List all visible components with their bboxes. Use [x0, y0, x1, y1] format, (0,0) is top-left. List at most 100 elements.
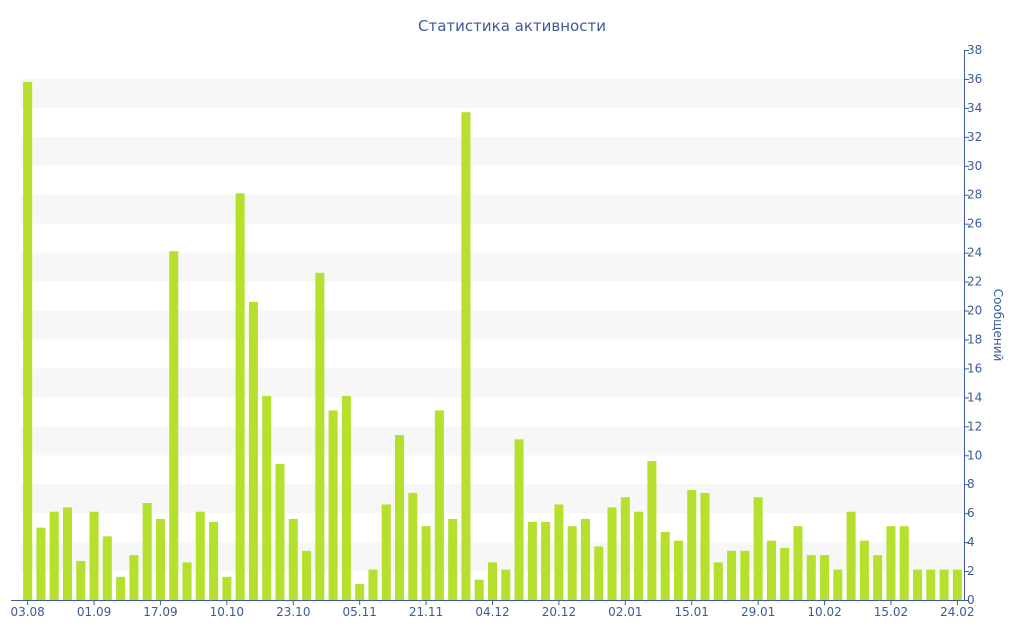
bar: [448, 518, 458, 600]
y-tick-label: 10: [967, 448, 982, 462]
bar: [766, 540, 776, 600]
bar: [780, 547, 790, 600]
bar: [434, 410, 444, 600]
bar: [408, 492, 418, 600]
y-axis-title: Сообщений: [991, 289, 1005, 362]
bar: [23, 81, 33, 600]
bar: [952, 569, 962, 600]
bar: [182, 562, 192, 600]
bar: [727, 550, 737, 600]
bar: [820, 555, 830, 600]
bar: [580, 518, 590, 600]
bar: [673, 540, 683, 600]
x-tick-label: 04.12: [475, 605, 509, 619]
bar: [541, 521, 551, 600]
bar: [620, 497, 630, 600]
bar: [607, 507, 617, 600]
bar: [302, 550, 312, 600]
grid-band: [21, 78, 964, 108]
bar: [713, 562, 723, 600]
bar: [262, 395, 272, 600]
bar: [833, 569, 843, 600]
bar: [209, 521, 219, 600]
bar: [142, 503, 152, 600]
bar: [846, 511, 856, 600]
grid-band: [21, 252, 964, 282]
x-tick-label: 15.02: [874, 605, 908, 619]
bar: [514, 439, 524, 600]
bar: [169, 251, 179, 600]
bar: [567, 526, 577, 600]
bar: [395, 435, 405, 600]
grid-band: [21, 194, 964, 224]
bar: [806, 555, 816, 600]
y-tick-label: 28: [967, 188, 982, 202]
x-tick-label: 17.09: [143, 605, 177, 619]
x-tick-label: 20.12: [542, 605, 576, 619]
y-tick-label: 36: [967, 72, 982, 86]
grid-band: [21, 136, 964, 166]
y-tick-label: 24: [967, 246, 982, 260]
bar: [195, 511, 205, 600]
y-tick-label: 14: [967, 390, 982, 404]
x-axis-ticks: 03.08 01.09 17.09 10.10 23.10 05.11 21.11 04.12…: [10, 600, 975, 619]
bar: [381, 504, 391, 600]
bar: [49, 511, 59, 600]
y-tick-label: 6: [967, 506, 975, 520]
x-tick-label: 05.11: [343, 605, 377, 619]
x-tick-label: 29.01: [741, 605, 775, 619]
bar: [873, 555, 883, 600]
bar: [222, 576, 232, 600]
bar: [315, 272, 325, 600]
grid-band: [21, 426, 964, 456]
y-tick-label: 30: [967, 159, 982, 173]
x-tick-label: 24.02: [940, 605, 974, 619]
bar: [76, 560, 86, 600]
y-tick-label: 34: [967, 101, 982, 115]
bar: [89, 511, 99, 600]
bar: [235, 193, 245, 600]
x-tick-label: 10.02: [807, 605, 841, 619]
bar: [368, 569, 378, 600]
y-tick-label: 0: [967, 593, 975, 607]
bar: [461, 112, 471, 600]
x-tick-label: 01.09: [77, 605, 111, 619]
bar: [660, 531, 670, 600]
bar: [341, 395, 351, 600]
bar: [793, 526, 803, 600]
x-tick-label: 02.01: [608, 605, 642, 619]
y-tick-label: 8: [967, 477, 975, 491]
bar: [886, 526, 896, 600]
bar: [248, 301, 258, 600]
bar: [687, 490, 697, 600]
x-tick-label: 23.10: [276, 605, 310, 619]
bar: [554, 504, 564, 600]
bar: [753, 497, 763, 600]
axes: [11, 50, 965, 601]
bar: [487, 562, 498, 600]
bar: [36, 527, 46, 600]
bar: [116, 576, 126, 600]
y-tick-label: 22: [967, 275, 982, 289]
y-tick-label: 4: [967, 535, 975, 549]
bar: [355, 584, 365, 600]
y-tick-label: 32: [967, 130, 982, 144]
chart-title: Статистика активности: [418, 17, 606, 35]
bar: [288, 518, 298, 600]
y-tick-label: 12: [967, 419, 982, 433]
grid-bands: [21, 78, 964, 572]
bar: [740, 550, 750, 600]
bar: [899, 526, 909, 600]
x-tick-label: 03.08: [10, 605, 44, 619]
bar: [647, 461, 657, 600]
bar: [474, 579, 484, 600]
bar: [328, 410, 338, 600]
y-tick-label: 26: [967, 217, 982, 231]
bar: [634, 511, 644, 600]
x-tick-label: 10.10: [210, 605, 244, 619]
bar: [62, 507, 73, 600]
y-tick-label: 38: [967, 43, 982, 57]
y-tick-label: 18: [967, 332, 982, 346]
bar: [155, 518, 165, 600]
